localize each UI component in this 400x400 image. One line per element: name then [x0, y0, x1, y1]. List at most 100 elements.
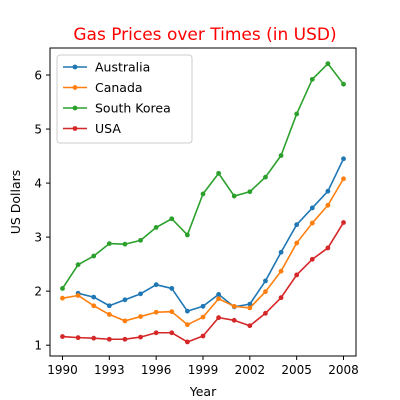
series-south-korea: [60, 61, 346, 291]
data-point-australia: [153, 282, 159, 288]
data-point-australia: [106, 303, 112, 309]
data-point-australia: [216, 292, 222, 297]
data-point-south-korea: [60, 286, 65, 291]
chart-title: Gas Prices over Times (in USD): [73, 25, 336, 45]
y-tick-label: 2: [34, 285, 42, 299]
data-point-australia: [278, 249, 284, 255]
data-point-usa: [60, 334, 65, 339]
data-point-south-korea: [278, 153, 284, 158]
x-tick-label: 1999: [188, 363, 219, 377]
data-point-south-korea: [325, 61, 331, 67]
data-point-canada: [122, 318, 128, 324]
data-point-australia: [263, 278, 268, 284]
legend-marker: [72, 85, 78, 90]
legend-box: [56, 54, 193, 144]
data-point-south-korea: [309, 76, 315, 82]
data-point-usa: [294, 272, 300, 278]
data-point-canada: [247, 305, 253, 311]
x-tick-label: 2002: [235, 363, 266, 377]
data-point-south-korea: [231, 193, 237, 199]
data-point-south-korea: [216, 170, 222, 176]
data-point-usa: [138, 334, 143, 340]
data-point-canada: [200, 314, 206, 320]
data-point-usa: [169, 330, 175, 336]
data-point-canada: [231, 303, 237, 309]
series-australia: [75, 156, 346, 314]
data-point-usa: [75, 335, 81, 341]
data-point-south-korea: [341, 81, 346, 87]
data-point-usa: [122, 336, 128, 342]
y-tick-label: 3: [34, 231, 42, 245]
y-tick-label: 4: [34, 177, 42, 191]
data-point-australia: [247, 301, 253, 307]
data-point-south-korea: [106, 241, 112, 247]
legend-label: South Korea: [95, 101, 171, 116]
data-point-canada: [294, 240, 300, 246]
x-tick-label: 2008: [328, 363, 359, 377]
legend: Australia Canada South Korea USA: [56, 54, 193, 144]
series-layer: [60, 61, 346, 345]
legend-label: USA: [95, 121, 121, 136]
y-axis: 1 2 3 4 5 6: [34, 69, 50, 353]
data-point-canada: [138, 314, 143, 319]
legend-item-south-korea: South Korea: [63, 101, 171, 116]
data-point-south-korea: [184, 232, 190, 238]
y-tick-label: 1: [34, 339, 42, 353]
data-point-canada: [309, 220, 315, 226]
data-point-australia: [294, 222, 300, 228]
data-point-usa: [263, 310, 268, 316]
series-line-usa: [62, 222, 345, 343]
data-point-south-korea: [75, 262, 81, 268]
data-point-canada: [169, 309, 175, 315]
x-axis-label: Year: [189, 384, 217, 399]
data-point-south-korea: [294, 111, 300, 117]
data-point-south-korea: [200, 191, 206, 197]
data-point-usa: [309, 256, 315, 262]
data-point-australia: [169, 286, 175, 291]
x-tick-label: 1993: [94, 363, 125, 377]
data-point-australia: [341, 156, 346, 162]
data-point-usa: [231, 317, 237, 323]
data-point-canada: [341, 176, 346, 182]
data-point-usa: [200, 333, 206, 339]
series-canada: [60, 176, 346, 328]
data-point-usa: [184, 339, 190, 345]
data-point-canada: [325, 202, 331, 208]
series-line-australia: [77, 158, 345, 312]
data-point-canada: [184, 322, 190, 328]
data-point-australia: [184, 308, 190, 314]
x-axis: 1990 1993 1996 1999 2002 2005 2008: [47, 356, 359, 377]
data-point-australia: [122, 297, 128, 303]
data-point-south-korea: [169, 216, 175, 222]
data-point-usa: [325, 245, 331, 251]
data-point-south-korea: [247, 189, 253, 195]
data-point-usa: [153, 330, 159, 336]
y-tick-label: 6: [34, 69, 42, 83]
legend-marker: [72, 105, 78, 111]
data-point-south-korea: [91, 253, 97, 259]
legend-marker: [72, 126, 78, 131]
data-point-south-korea: [138, 237, 143, 243]
legend-item-usa: USA: [63, 121, 121, 136]
data-point-south-korea: [153, 224, 159, 230]
data-point-south-korea: [263, 174, 268, 180]
data-point-australia: [91, 294, 97, 300]
data-point-canada: [106, 311, 112, 317]
data-point-canada: [278, 268, 284, 274]
x-tick-label: 1996: [141, 363, 172, 377]
data-point-australia: [325, 188, 331, 194]
data-point-australia: [200, 303, 206, 309]
legend-label: Australia: [95, 60, 150, 75]
data-point-usa: [106, 336, 112, 342]
series-usa: [60, 220, 346, 345]
data-point-canada: [75, 293, 81, 298]
data-point-usa: [278, 295, 284, 301]
data-point-usa: [216, 315, 222, 321]
data-point-usa: [247, 323, 253, 329]
data-point-canada: [263, 289, 268, 295]
legend-item-australia: Australia: [63, 60, 150, 75]
data-point-usa: [341, 220, 346, 225]
data-point-canada: [216, 296, 222, 302]
x-tick-label: 1990: [47, 363, 78, 377]
